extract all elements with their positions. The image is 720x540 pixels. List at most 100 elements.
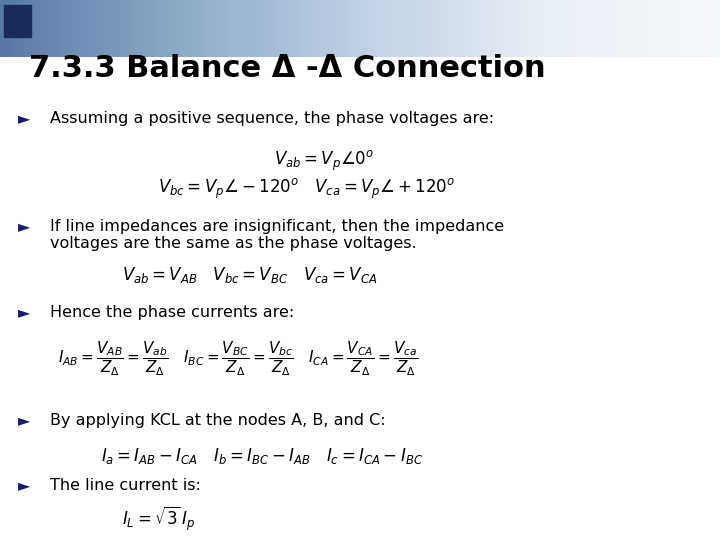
Bar: [454, 0, 457, 57]
Bar: [526, 0, 529, 57]
Bar: [310, 0, 313, 57]
Bar: [94, 0, 97, 57]
Bar: [580, 0, 583, 57]
Text: 7.3.3 Balance Δ -Δ Connection: 7.3.3 Balance Δ -Δ Connection: [29, 54, 546, 83]
Bar: [637, 0, 641, 57]
Bar: [25, 0, 29, 57]
Bar: [421, 0, 425, 57]
Bar: [220, 0, 223, 57]
Bar: [673, 0, 677, 57]
Bar: [356, 0, 360, 57]
Bar: [590, 0, 594, 57]
Bar: [461, 0, 464, 57]
Bar: [29, 0, 32, 57]
Bar: [101, 0, 104, 57]
Bar: [198, 0, 202, 57]
Text: ►: ►: [18, 413, 30, 428]
Bar: [630, 0, 634, 57]
Text: ►: ►: [18, 305, 30, 320]
Text: $I_{AB} = \dfrac{V_{AB}}{Z_{\Delta}} = \dfrac{V_{ab}}{Z_{\Delta}} \quad I_{BC} =: $I_{AB} = \dfrac{V_{AB}}{Z_{\Delta}} = \…: [58, 340, 418, 379]
Bar: [241, 0, 245, 57]
Bar: [306, 0, 310, 57]
Bar: [317, 0, 320, 57]
Bar: [270, 0, 274, 57]
Text: $V_{ab} = V_{AB} \quad V_{bc} = V_{BC} \quad V_{ca} = V_{CA}$: $V_{ab} = V_{AB} \quad V_{bc} = V_{BC} \…: [122, 265, 378, 285]
Bar: [608, 0, 612, 57]
Bar: [475, 0, 479, 57]
Bar: [634, 0, 637, 57]
Bar: [382, 0, 385, 57]
Bar: [428, 0, 432, 57]
Bar: [652, 0, 655, 57]
Bar: [61, 0, 65, 57]
Bar: [655, 0, 659, 57]
Bar: [529, 0, 533, 57]
Bar: [594, 0, 598, 57]
Bar: [374, 0, 378, 57]
Bar: [670, 0, 673, 57]
Bar: [328, 0, 331, 57]
Bar: [245, 0, 248, 57]
Bar: [709, 0, 713, 57]
Bar: [439, 0, 443, 57]
Bar: [22, 0, 25, 57]
Bar: [486, 0, 490, 57]
Bar: [238, 0, 241, 57]
Bar: [554, 0, 558, 57]
Bar: [166, 0, 169, 57]
Bar: [565, 0, 569, 57]
Bar: [396, 0, 400, 57]
Bar: [500, 0, 504, 57]
Bar: [353, 0, 356, 57]
Bar: [662, 0, 666, 57]
Text: The line current is:: The line current is:: [50, 478, 202, 493]
Bar: [72, 0, 76, 57]
Bar: [7, 0, 11, 57]
Bar: [572, 0, 576, 57]
Bar: [137, 0, 140, 57]
Bar: [281, 0, 284, 57]
Bar: [619, 0, 623, 57]
Bar: [511, 0, 515, 57]
Bar: [666, 0, 670, 57]
Bar: [432, 0, 436, 57]
Bar: [295, 0, 299, 57]
Bar: [400, 0, 403, 57]
Bar: [403, 0, 407, 57]
Bar: [601, 0, 605, 57]
Bar: [32, 0, 36, 57]
Bar: [76, 0, 79, 57]
Bar: [515, 0, 518, 57]
Bar: [533, 0, 536, 57]
Bar: [212, 0, 216, 57]
Bar: [155, 0, 158, 57]
Bar: [540, 0, 544, 57]
Bar: [187, 0, 191, 57]
Bar: [342, 0, 346, 57]
Bar: [216, 0, 220, 57]
Bar: [122, 0, 126, 57]
Text: ►: ►: [18, 478, 30, 493]
Bar: [54, 0, 58, 57]
Bar: [497, 0, 500, 57]
Bar: [443, 0, 446, 57]
Bar: [677, 0, 680, 57]
Bar: [371, 0, 374, 57]
Bar: [436, 0, 439, 57]
Text: Assuming a positive sequence, the phase voltages are:: Assuming a positive sequence, the phase …: [50, 111, 495, 126]
Bar: [335, 0, 338, 57]
Bar: [659, 0, 662, 57]
Bar: [209, 0, 212, 57]
Bar: [259, 0, 263, 57]
Bar: [292, 0, 295, 57]
Bar: [706, 0, 709, 57]
Bar: [522, 0, 526, 57]
Bar: [104, 0, 108, 57]
Bar: [446, 0, 450, 57]
Bar: [90, 0, 94, 57]
Bar: [378, 0, 382, 57]
Bar: [508, 0, 511, 57]
Bar: [180, 0, 184, 57]
Bar: [68, 0, 72, 57]
Bar: [551, 0, 554, 57]
